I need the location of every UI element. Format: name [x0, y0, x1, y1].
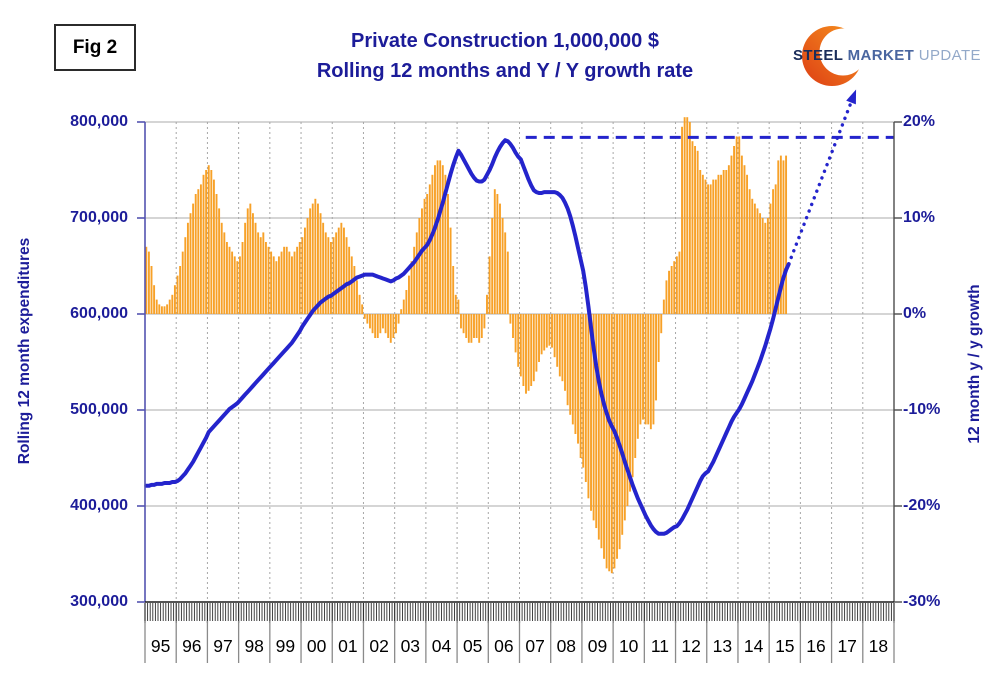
monthly-tick-band: [144, 603, 895, 623]
year-label: 09: [588, 636, 607, 656]
chart-title-line2: Rolling 12 months and Y / Y growth rate: [316, 60, 694, 82]
right-axis-tick-label: -30%: [903, 593, 941, 610]
chart-title-line1: Private Construction 1,000,000 $: [351, 30, 659, 52]
year-label: 15: [775, 636, 794, 656]
left-axis-tick-label: 500,000: [70, 401, 128, 418]
projection-arrow: [786, 89, 857, 266]
year-label: 08: [557, 636, 576, 656]
year-label: 03: [401, 636, 420, 656]
line-series-rolling-expenditures: [144, 138, 791, 536]
year-label: 06: [494, 636, 513, 656]
year-label: 04: [432, 636, 452, 656]
vertical-year-gridlines: [175, 122, 864, 602]
year-label: 17: [837, 636, 856, 656]
year-label: 11: [651, 636, 669, 656]
year-label: 98: [244, 636, 263, 656]
year-label: 13: [713, 636, 732, 656]
year-label: 95: [151, 636, 170, 656]
logo-word-steel: STEEL: [793, 47, 844, 64]
year-label: 14: [744, 636, 764, 656]
year-label: 07: [525, 636, 544, 656]
year-label: 99: [276, 636, 295, 656]
right-axis-tick-label: -10%: [903, 401, 941, 418]
logo-word-update: UPDATE: [918, 47, 981, 64]
year-label: 00: [307, 636, 327, 656]
chart-title: Private Construction 1,000,000 $ Rolling…: [240, 26, 770, 86]
right-axis-tick-label: 10%: [903, 209, 936, 226]
year-label: 18: [869, 636, 888, 656]
year-label: 01: [338, 636, 357, 656]
left-axis-tick-label: 700,000: [70, 209, 128, 226]
year-label: 16: [806, 636, 825, 656]
logo-word-market: MARKET: [847, 47, 915, 64]
year-label: 96: [182, 636, 201, 656]
left-axis-tick-label: 600,000: [70, 305, 128, 322]
year-label: 02: [369, 636, 388, 656]
year-label: 97: [213, 636, 232, 656]
figure-number-label: Fig 2: [72, 36, 118, 58]
right-axis-tick-label: -20%: [903, 497, 941, 514]
year-axis-labels: 95 96 97 98 99 00 01 02 03 04 05 06 07 08 09 10 11 12 13 14…: [144, 621, 895, 663]
year-label: 12: [681, 636, 700, 656]
axes: [137, 121, 902, 603]
left-axis-tick-label: 400,000: [70, 497, 128, 514]
figure-number-box: Fig 2: [54, 24, 136, 71]
bar-series-yy-growth: [145, 117, 788, 574]
year-label: 05: [463, 636, 482, 656]
right-axis-tick-label: 0%: [903, 305, 927, 322]
logo-crescent-icon: [802, 26, 867, 86]
left-axis-tick-label: 800,000: [70, 113, 128, 130]
steel-market-update-logo: STEEL MARKET UPDATE: [780, 18, 990, 94]
logo-wordmark: STEEL MARKET UPDATE: [793, 47, 981, 64]
right-axis-tick-label: 20%: [903, 113, 936, 130]
left-axis-tick-label: 300,000: [70, 593, 128, 610]
year-label: 10: [619, 636, 639, 656]
